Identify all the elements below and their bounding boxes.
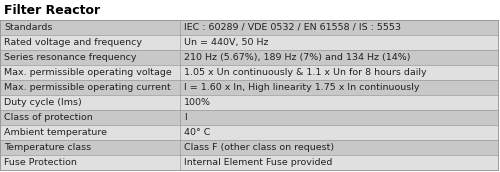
Bar <box>0 20 180 35</box>
Bar <box>180 155 498 170</box>
Text: Internal Element Fuse provided: Internal Element Fuse provided <box>184 158 332 167</box>
Text: Ambient temperature: Ambient temperature <box>4 128 107 137</box>
Bar <box>180 50 498 65</box>
Bar <box>180 20 498 35</box>
Bar <box>180 35 498 50</box>
Text: Max. permissible operating voltage: Max. permissible operating voltage <box>4 68 172 77</box>
Bar <box>180 110 498 125</box>
Text: IEC : 60289 / VDE 0532 / EN 61558 / IS : 5553: IEC : 60289 / VDE 0532 / EN 61558 / IS :… <box>184 23 401 32</box>
Bar <box>180 125 498 140</box>
Text: Class of protection: Class of protection <box>4 113 93 122</box>
Text: Class F (other class on request): Class F (other class on request) <box>184 143 334 152</box>
Text: Duty cycle (Ims): Duty cycle (Ims) <box>4 98 82 107</box>
Text: 100%: 100% <box>184 98 211 107</box>
Text: Standards: Standards <box>4 23 52 32</box>
Text: Temperature class: Temperature class <box>4 143 91 152</box>
Bar <box>0 65 180 80</box>
Bar <box>0 95 180 110</box>
Text: Max. permissible operating current: Max. permissible operating current <box>4 83 171 92</box>
Bar <box>0 0 498 20</box>
Text: I = 1.60 x In, High linearity 1.75 x In continuously: I = 1.60 x In, High linearity 1.75 x In … <box>184 83 420 92</box>
Text: Un = 440V, 50 Hz: Un = 440V, 50 Hz <box>184 38 268 47</box>
Text: 1.05 x Un continuously & 1.1 x Un for 8 hours daily: 1.05 x Un continuously & 1.1 x Un for 8 … <box>184 68 426 77</box>
Bar <box>0 140 180 155</box>
Bar <box>180 65 498 80</box>
Text: Filter Reactor: Filter Reactor <box>4 3 100 17</box>
Text: Rated voltage and frequency: Rated voltage and frequency <box>4 38 142 47</box>
Text: I: I <box>184 113 187 122</box>
Bar <box>180 80 498 95</box>
Bar <box>180 140 498 155</box>
Text: Fuse Protection: Fuse Protection <box>4 158 77 167</box>
Bar <box>0 80 180 95</box>
Text: 40° C: 40° C <box>184 128 210 137</box>
Bar <box>0 50 180 65</box>
Text: Series resonance frequency: Series resonance frequency <box>4 53 136 62</box>
Bar <box>180 95 498 110</box>
Bar <box>0 110 180 125</box>
Bar <box>0 155 180 170</box>
Text: 210 Hz (5.67%), 189 Hz (7%) and 134 Hz (14%): 210 Hz (5.67%), 189 Hz (7%) and 134 Hz (… <box>184 53 410 62</box>
Bar <box>0 35 180 50</box>
Bar <box>0 125 180 140</box>
